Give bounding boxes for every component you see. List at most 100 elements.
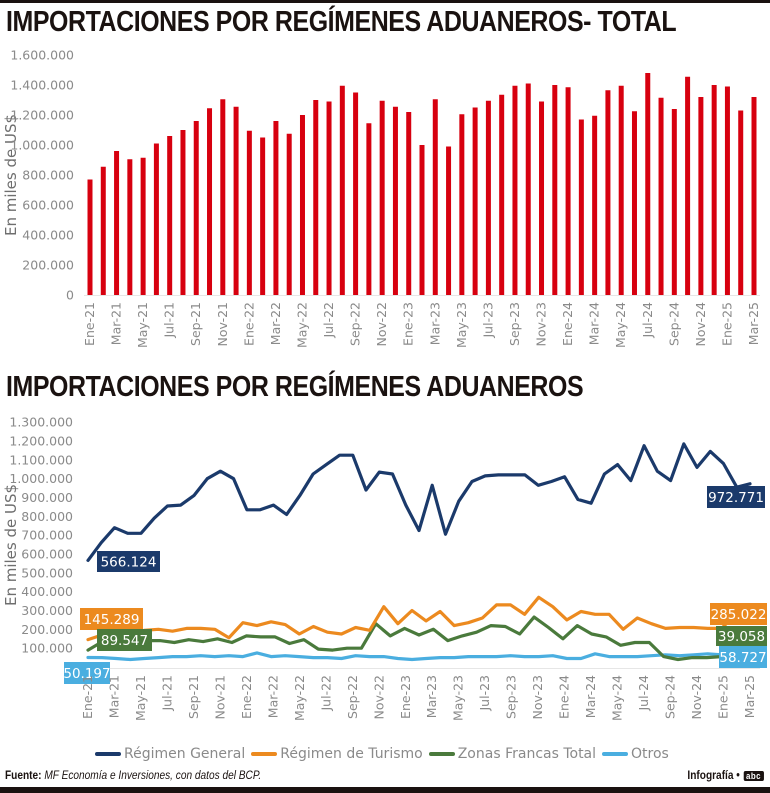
x-tick-label: Nov-23 xyxy=(530,675,545,719)
x-tick-label: Nov-23 xyxy=(534,302,549,346)
x-tick-label: Sep-24 xyxy=(666,302,681,346)
data-label-box xyxy=(80,608,143,630)
y-tick-label: 700.000 xyxy=(21,528,73,543)
bar xyxy=(366,123,372,295)
y-tick-label: 900.000 xyxy=(21,490,73,505)
x-tick-label: Ene-21 xyxy=(82,302,97,346)
bar xyxy=(392,106,398,295)
x-tick-label: Sep-21 xyxy=(186,675,201,719)
bar xyxy=(167,136,173,295)
data-label-box xyxy=(97,551,160,572)
bar xyxy=(233,106,239,295)
x-tick-label: Jul-21 xyxy=(159,675,174,712)
bar xyxy=(339,85,345,295)
x-tick-label: Sep-23 xyxy=(507,302,522,346)
abc-logo: abc xyxy=(743,771,764,781)
bar xyxy=(605,90,611,295)
data-label-box xyxy=(707,486,765,508)
x-tick-label: Mar-23 xyxy=(427,302,442,345)
bottom-border xyxy=(0,787,770,793)
y-tick-label: 1.300.000 xyxy=(9,415,73,430)
series-line-regimen-turismo xyxy=(86,595,752,642)
x-tick-label: Jul-24 xyxy=(636,675,651,712)
data-label-regimen-general-first: 566.124 xyxy=(97,551,160,572)
x-tick-label: Jul-21 xyxy=(162,302,177,339)
data-label-otros-first: 50.197 xyxy=(63,662,111,684)
x-tick-label: Jul-23 xyxy=(477,675,492,712)
x-tick-label: Sep-24 xyxy=(663,675,678,719)
y-tick-label: 200.000 xyxy=(22,258,74,273)
bar xyxy=(286,133,292,295)
x-tick-label: Ene-23 xyxy=(398,675,413,719)
x-tick-label: Mar-22 xyxy=(268,302,283,345)
bar xyxy=(193,121,199,295)
x-tick-label: Mar-21 xyxy=(109,302,124,345)
legend-item-otros: Otros xyxy=(602,746,669,762)
data-label-text: 39.058 xyxy=(718,629,765,645)
bar xyxy=(658,97,664,295)
bar xyxy=(724,86,730,295)
legend-label: Régimen de Turismo xyxy=(280,746,423,762)
x-tick-label: Nov-22 xyxy=(374,302,389,346)
legend-item-regimen-general: Régimen General xyxy=(95,746,245,762)
bar xyxy=(645,73,651,295)
x-tick-label: Ene-22 xyxy=(239,675,254,719)
bar xyxy=(446,146,452,295)
x-tick-label: May-22 xyxy=(294,302,309,348)
source-label: Fuente: xyxy=(5,770,42,782)
legend-item-regimen-turismo: Régimen de Turismo xyxy=(251,746,423,762)
x-tick-label: Jul-24 xyxy=(640,302,655,339)
bar xyxy=(114,151,120,295)
source-text: MF Economía e Inversiones, con datos del… xyxy=(44,770,262,782)
x-tick-label: Jul-22 xyxy=(321,302,336,339)
y-tick-label: 600.000 xyxy=(22,198,74,213)
x-tick-label: Mar-23 xyxy=(424,675,439,718)
x-tick-label: May-23 xyxy=(454,302,469,348)
data-label-box xyxy=(719,646,767,668)
data-label-regimen-turismo-first: 145.289 xyxy=(80,608,143,630)
bar xyxy=(273,121,279,295)
x-tick-label: Nov-24 xyxy=(689,675,704,720)
bar-chart: En miles de US$ 0 200.000 400.000 600.000 800… xyxy=(2,48,761,349)
y-tick-label: 600.000 xyxy=(21,547,73,562)
y-tick-label: 1.000.000 xyxy=(9,471,73,486)
data-label-text: 972.771 xyxy=(708,490,764,506)
x-tick-label: May-24 xyxy=(610,675,625,721)
data-label-text: 285.022 xyxy=(711,607,767,623)
y-tick-label: 1.200.000 xyxy=(10,108,74,123)
x-tick-label: Ene-24 xyxy=(557,675,572,719)
series-line-regimen-general xyxy=(86,442,752,563)
bar xyxy=(698,97,704,295)
y-tick-label: 400.000 xyxy=(21,584,73,599)
bar xyxy=(618,85,624,295)
x-tick-label: Sep-21 xyxy=(188,302,203,346)
bar xyxy=(246,130,252,295)
y-tick-label: 800.000 xyxy=(22,168,74,183)
bar xyxy=(499,94,505,295)
legend-label: Otros xyxy=(631,746,669,762)
x-tick-label: May-23 xyxy=(451,675,466,721)
data-label-text: 566.124 xyxy=(101,555,157,571)
legend-label: Régimen General xyxy=(124,746,246,762)
x-tick-label: Sep-22 xyxy=(348,302,363,346)
bar xyxy=(379,100,385,295)
y-tick-label: 800.000 xyxy=(21,509,73,524)
y-tick-label: 200.000 xyxy=(21,622,73,637)
bar xyxy=(353,92,359,295)
bar xyxy=(685,76,691,295)
data-label-box xyxy=(716,626,767,646)
x-tick-label: Sep-22 xyxy=(345,675,360,719)
data-label-box xyxy=(97,629,152,651)
series-line-zonas-francas xyxy=(86,615,752,662)
y-tick-label: 300.000 xyxy=(21,603,73,618)
bar-chart-title: IMPORTACIONES POR REGÍMENES ADUANEROS- T… xyxy=(6,6,677,38)
x-tick-label: Jul-22 xyxy=(318,675,333,712)
x-tick-label: Mar-22 xyxy=(265,675,280,718)
legend-label: Zonas Francas Total xyxy=(457,746,597,762)
x-tick-label: Sep-23 xyxy=(504,675,519,719)
y-tick-label: 1.200.000 xyxy=(9,434,73,449)
bar xyxy=(539,101,545,295)
y-tick-label: 1.000.000 xyxy=(10,138,74,153)
x-tick-label: Ene-22 xyxy=(241,302,256,346)
bar xyxy=(127,159,133,295)
